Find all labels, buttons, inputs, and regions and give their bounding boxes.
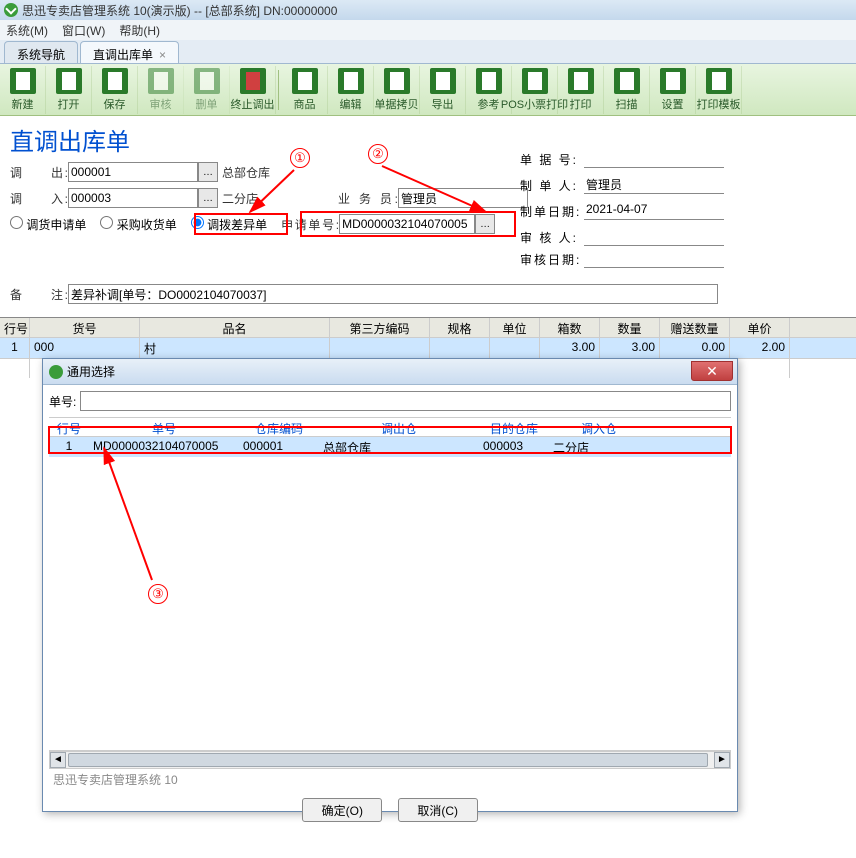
in-name: 二分店 <box>222 190 258 207</box>
ok-button[interactable]: 确定(O) <box>302 798 382 822</box>
audit-button[interactable]: 审核 <box>138 66 184 114</box>
out-code-input[interactable] <box>68 162 198 182</box>
window-title: 思迅专卖店管理系统 10(演示版) -- [总部系统] DN:00000000 <box>22 2 337 19</box>
search-label: 单号: <box>49 393 76 410</box>
scroll-thumb[interactable] <box>68 753 708 767</box>
out-label: 调 出: <box>10 164 68 181</box>
new-button[interactable]: 新建 <box>0 66 46 114</box>
pos-print-button[interactable]: POS小票打印 <box>512 66 558 114</box>
make-date-value: 2021-04-07 <box>584 202 724 220</box>
menu-help[interactable]: 帮助(H) <box>119 22 160 39</box>
tab-direct-out[interactable]: 直调出库单× <box>80 41 179 63</box>
in-label: 调 入: <box>10 190 68 207</box>
export-button[interactable]: 导出 <box>420 66 466 114</box>
in-lookup-button[interactable]: … <box>198 188 218 208</box>
dialog-footer-text: 思迅专卖店管理系统 10 <box>49 769 731 790</box>
table-row[interactable]: 1000村3.003.000.002.00 <box>0 338 856 358</box>
radio-request[interactable]: 调货申请单 <box>10 216 86 233</box>
in-code-input[interactable] <box>68 188 198 208</box>
audit-date-label: 审核日期: <box>520 251 584 268</box>
search-input[interactable] <box>80 391 731 411</box>
dialog-titlebar: 通用选择 ✕ <box>43 359 737 385</box>
copy-button[interactable]: 单据拷贝 <box>374 66 420 114</box>
out-name: 总部仓库 <box>222 164 270 181</box>
tab-nav[interactable]: 系统导航 <box>4 41 78 63</box>
stop-button[interactable]: 终止调出 <box>230 66 276 114</box>
scan-button[interactable]: 扫描 <box>604 66 650 114</box>
settings-button[interactable]: 设置 <box>650 66 696 114</box>
scroll-left-icon[interactable]: ◄ <box>50 752 66 768</box>
scroll-right-icon[interactable]: ► <box>714 752 730 768</box>
doc-no-value <box>584 150 724 168</box>
dialog-grid-body <box>49 457 731 751</box>
menu-system[interactable]: 系统(M) <box>6 22 48 39</box>
product-button[interactable]: 商品 <box>282 66 328 114</box>
window-titlebar: 思迅专卖店管理系统 10(演示版) -- [总部系统] DN:00000000 <box>0 0 856 20</box>
cancel-button[interactable]: 取消(C) <box>398 798 478 822</box>
apply-label: 申请单号: <box>281 216 339 233</box>
dialog-scrollbar[interactable]: ◄ ► <box>49 751 731 769</box>
toolbar: 新建打开保存审核删单终止调出商品编辑单据拷贝导出参考POS小票打印打印扫描设置打… <box>0 64 856 116</box>
form-area: 直调出库单 调 出: … 总部仓库 单 据 号: 调 入: … 二分店 业 务 … <box>0 116 856 311</box>
dialog-title: 通用选择 <box>67 363 115 380</box>
make-date-label: 制单日期: <box>520 203 584 220</box>
delete-button[interactable]: 删单 <box>184 66 230 114</box>
out-lookup-button[interactable]: … <box>198 162 218 182</box>
close-icon[interactable]: × <box>159 48 166 62</box>
tabs-bar: 系统导航 直调出库单× <box>0 40 856 64</box>
edit-button[interactable]: 编辑 <box>328 66 374 114</box>
save-button[interactable]: 保存 <box>92 66 138 114</box>
print-button[interactable]: 打印 <box>558 66 604 114</box>
remark-label: 备 注: <box>10 286 68 303</box>
apply-lookup-button[interactable]: … <box>475 214 495 234</box>
select-dialog: 通用选择 ✕ 单号: 行号单号仓库编码调出仓目的仓库调入仓 1MD0000032… <box>42 358 738 812</box>
auditor-value <box>584 228 724 246</box>
maker-label: 制 单 人: <box>520 177 584 194</box>
biz-label: 业 务 员: <box>338 190 398 207</box>
auditor-label: 审 核 人: <box>520 229 584 246</box>
dialog-grid-header: 行号单号仓库编码调出仓目的仓库调入仓 <box>49 417 731 437</box>
menubar: 系统(M) 窗口(W) 帮助(H) <box>0 20 856 40</box>
biz-input[interactable] <box>398 188 528 208</box>
audit-date-value <box>584 250 724 268</box>
open-button[interactable]: 打开 <box>46 66 92 114</box>
menu-window[interactable]: 窗口(W) <box>62 22 105 39</box>
template-button[interactable]: 打印模板 <box>696 66 742 114</box>
dialog-table-row[interactable]: 1MD0000032104070005000001总部仓库000003二分店 <box>49 437 731 457</box>
dialog-close-button[interactable]: ✕ <box>691 361 733 381</box>
maker-value: 管理员 <box>584 176 724 194</box>
remark-input[interactable] <box>68 284 718 304</box>
apply-no-input[interactable] <box>339 214 475 234</box>
radio-receive[interactable]: 采购收货单 <box>100 216 176 233</box>
grid-header: 行号货号品名第三方编码规格单位箱数数量赠送数量单价 <box>0 318 856 338</box>
radio-diff[interactable]: 调拨差异单 <box>191 216 267 233</box>
app-icon <box>4 3 18 17</box>
doc-no-label: 单 据 号: <box>520 151 584 168</box>
dialog-icon <box>49 365 63 379</box>
